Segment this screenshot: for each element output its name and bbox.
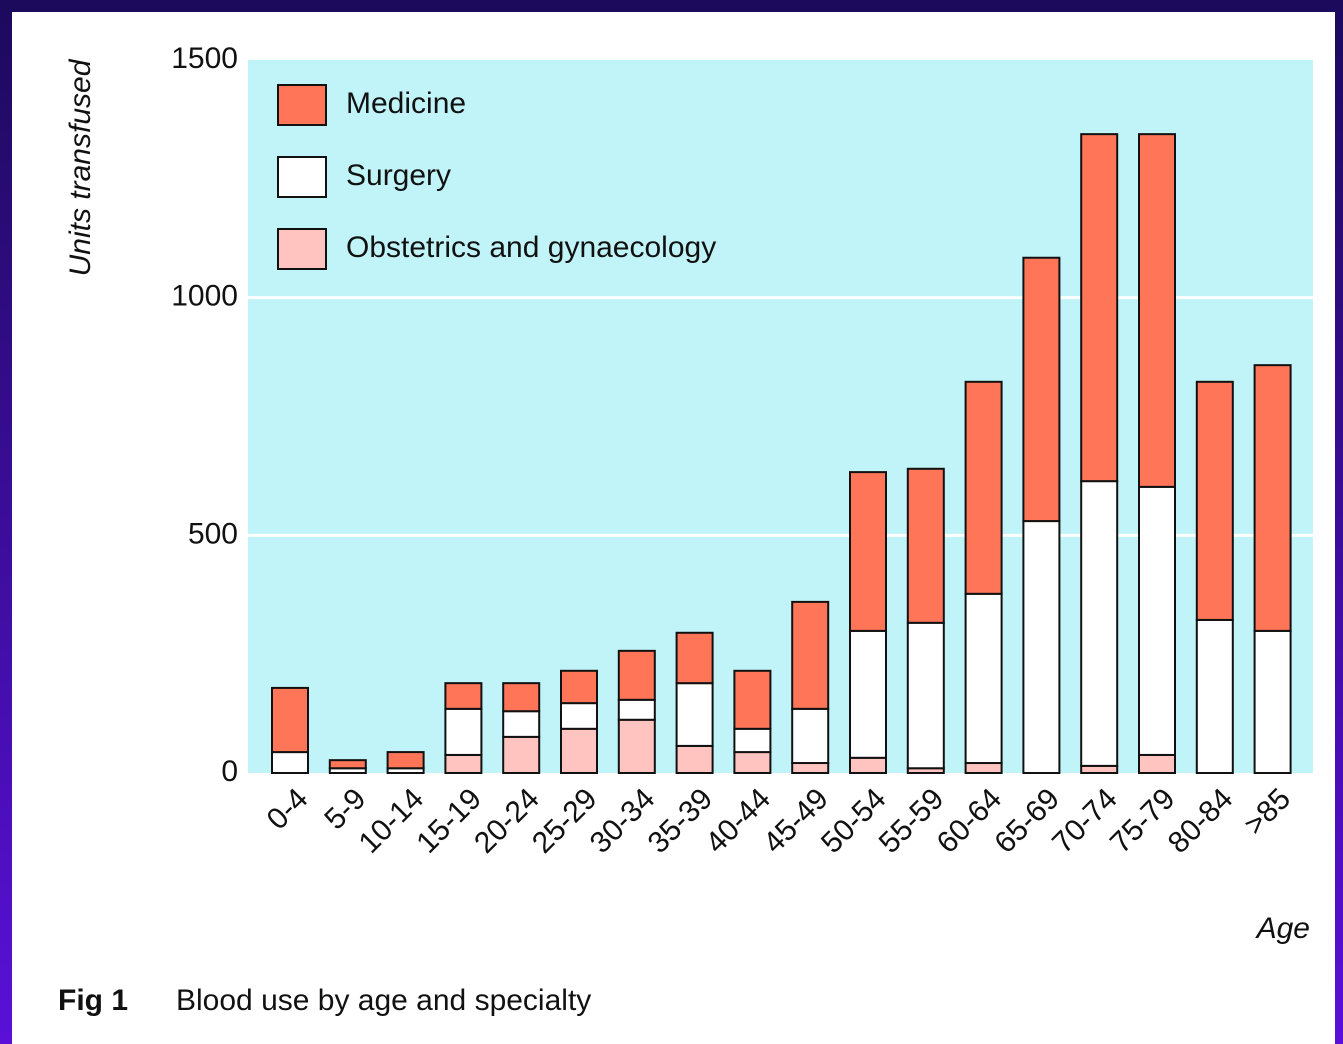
- bar-segment: [560, 702, 598, 730]
- bar-segment: [271, 751, 309, 774]
- bar-segment: [1253, 629, 1292, 774]
- y-tick-label: 1000: [171, 280, 238, 313]
- bar-segment: [733, 751, 772, 774]
- bar-segment: [675, 682, 714, 747]
- bar-segment: [849, 629, 887, 759]
- bar-segment: [1022, 256, 1061, 523]
- bar-segment: [386, 751, 425, 770]
- legend-swatch: [277, 156, 327, 198]
- bar-segment: [444, 707, 483, 756]
- bar-segment: [1253, 364, 1292, 632]
- bar-segment: [1138, 485, 1176, 756]
- legend-label: Medicine: [346, 87, 466, 120]
- bar-segment: [964, 380, 1003, 595]
- y-axis-title: Units transfused: [64, 58, 97, 276]
- plot-area: [248, 60, 1313, 773]
- bar-segment: [617, 649, 656, 701]
- bar-segment: [502, 682, 541, 713]
- bar-segment: [1080, 764, 1119, 774]
- bar-segment: [617, 718, 656, 775]
- caption-label: Fig 1: [58, 984, 128, 1017]
- bar-segment: [1195, 380, 1234, 621]
- bar-segment: [791, 762, 830, 775]
- legend-swatch: [277, 84, 327, 126]
- x-axis-title: Age: [1255, 912, 1310, 945]
- bar-segment: [906, 467, 945, 624]
- bar-segment: [502, 735, 541, 775]
- bar-segment: [1022, 520, 1061, 774]
- bar-segment: [1138, 753, 1176, 774]
- bar-segment: [675, 744, 714, 775]
- legend-label: Surgery: [346, 159, 451, 192]
- bar-segment: [444, 682, 483, 710]
- bar-segment: [1080, 480, 1119, 767]
- bar-segment: [906, 621, 945, 770]
- bar-segment: [444, 753, 483, 774]
- bar-segment: [791, 707, 830, 765]
- bar-segment: [271, 686, 309, 754]
- bar-segment: [675, 631, 714, 685]
- legend-swatch: [277, 228, 327, 270]
- y-tick-label: 0: [221, 755, 238, 788]
- bar-segment: [328, 759, 367, 770]
- legend-label: Obstetrics and gynaecology: [346, 231, 716, 264]
- bar-segment: [1080, 133, 1119, 483]
- bar-segment: [964, 592, 1003, 765]
- bar-segment: [791, 600, 830, 710]
- bar-segment: [733, 669, 772, 730]
- bar-segment: [1195, 618, 1234, 775]
- bar-segment: [849, 756, 887, 774]
- bar-segment: [733, 727, 772, 754]
- bar-segment: [560, 727, 598, 775]
- y-tick-label: 500: [188, 517, 238, 550]
- bar-segment: [617, 698, 656, 721]
- bar-segment: [1138, 133, 1176, 488]
- bar-segment: [964, 762, 1003, 775]
- y-tick-label: 1500: [171, 42, 238, 75]
- caption: Blood use by age and specialty: [176, 984, 591, 1017]
- bar-segment: [502, 710, 541, 738]
- bar-segment: [849, 471, 887, 632]
- bar-segment: [560, 669, 598, 705]
